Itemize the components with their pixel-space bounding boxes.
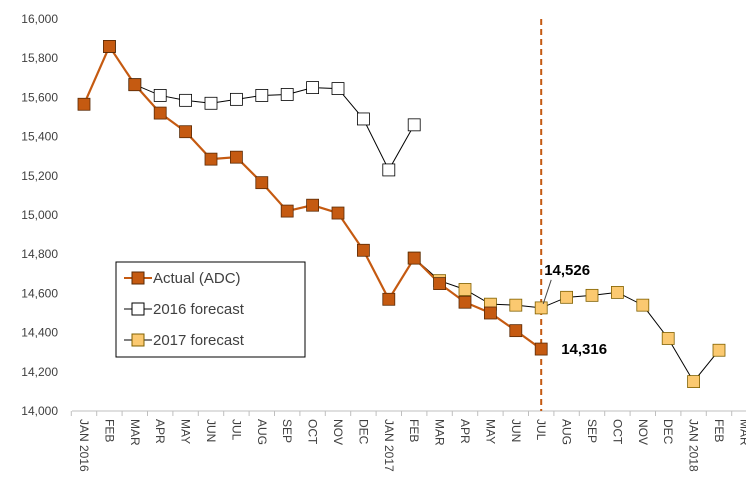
marker [204, 96, 218, 110]
x-tick-label: JAN 2017 [382, 419, 396, 472]
x-tick-label: NOV [331, 419, 345, 445]
legend-marker [131, 333, 145, 347]
marker [407, 118, 421, 132]
marker [483, 306, 497, 320]
marker [255, 89, 269, 102]
y-tick-label: 15,200 [21, 169, 58, 183]
y-tick-label: 14,400 [21, 326, 58, 340]
marker [585, 288, 599, 302]
x-tick-label: JUN [204, 419, 218, 442]
x-tick-label: MAR [433, 419, 447, 446]
marker [153, 106, 167, 120]
x-tick-label: APR [458, 419, 472, 444]
marker [179, 125, 193, 139]
x-tick-label: JUN [509, 419, 523, 442]
x-tick-label: OCT [306, 419, 320, 445]
marker [407, 251, 421, 265]
x-tick-label: FEB [712, 419, 726, 442]
x-tick-label: JAN 2018 [687, 419, 701, 472]
marker [560, 290, 573, 304]
marker [229, 92, 243, 106]
marker [128, 78, 142, 92]
marker [712, 343, 726, 357]
marker [280, 204, 294, 218]
y-tick-label: 15,000 [21, 208, 58, 222]
marker [534, 342, 548, 356]
marker [661, 332, 675, 345]
x-tick-label: MAR [128, 419, 142, 446]
x-tick-label: MAY [483, 419, 497, 444]
marker [611, 286, 624, 299]
marker [103, 40, 116, 53]
x-tick-label: JAN 2016 [77, 419, 91, 472]
x-tick-label: JUL [229, 419, 243, 441]
y-tick-label: 14,800 [21, 247, 58, 261]
marker [534, 301, 548, 315]
legend-marker [131, 271, 145, 285]
marker [255, 176, 269, 190]
y-tick-label: 16,000 [21, 12, 58, 26]
x-tick-label: DEC [661, 419, 675, 445]
x-tick-label: SEP [585, 419, 599, 443]
x-tick-label: APR [153, 419, 167, 444]
marker [153, 89, 167, 102]
legend-marker [131, 302, 145, 316]
x-tick-label: DEC [356, 419, 370, 445]
marker [458, 295, 472, 309]
y-tick-label: 14,200 [21, 365, 58, 379]
marker [636, 298, 650, 312]
data-label: 14,316 [561, 341, 607, 358]
marker [382, 163, 396, 177]
x-tick-label: JUL [534, 419, 548, 441]
x-tick-label: OCT [610, 419, 624, 445]
marker [433, 277, 447, 291]
legend: Actual (ADC) 2016 forecast 2017 forecast [115, 261, 306, 358]
x-tick-label: AUG [560, 419, 574, 445]
y-tick-label: 15,400 [21, 130, 58, 144]
marker [331, 82, 345, 95]
x-tick-label: FEB [407, 419, 421, 442]
x-tick-label: FEB [102, 419, 116, 442]
marker [458, 283, 472, 296]
marker [280, 88, 294, 101]
marker [77, 97, 91, 111]
marker [356, 243, 370, 257]
y-tick-label: 14,000 [21, 404, 58, 418]
marker [509, 324, 523, 338]
legend-label: 2017 forecast [153, 332, 245, 349]
x-tick-label: SEP [280, 419, 294, 443]
marker [306, 81, 320, 94]
marker [356, 112, 370, 126]
x-tick-label: MAY [179, 419, 193, 444]
marker [509, 298, 523, 312]
marker [382, 292, 396, 306]
marker [229, 150, 243, 164]
x-tick-label: AUG [255, 419, 269, 445]
y-tick-label: 14,600 [21, 286, 58, 300]
x-tick-label: MAR [737, 419, 746, 446]
marker [179, 93, 193, 107]
data-label: 14,526 [544, 262, 590, 279]
legend-label: 2016 forecast [153, 301, 245, 318]
x-tick-label: NOV [636, 419, 650, 445]
marker [204, 152, 218, 166]
leader-line [542, 279, 552, 305]
y-tick-label: 15,600 [21, 90, 58, 104]
marker [306, 198, 320, 212]
legend-label: Actual (ADC) [153, 270, 241, 287]
y-tick-label: 15,800 [21, 51, 58, 65]
marker [331, 206, 345, 220]
marker [687, 375, 700, 389]
